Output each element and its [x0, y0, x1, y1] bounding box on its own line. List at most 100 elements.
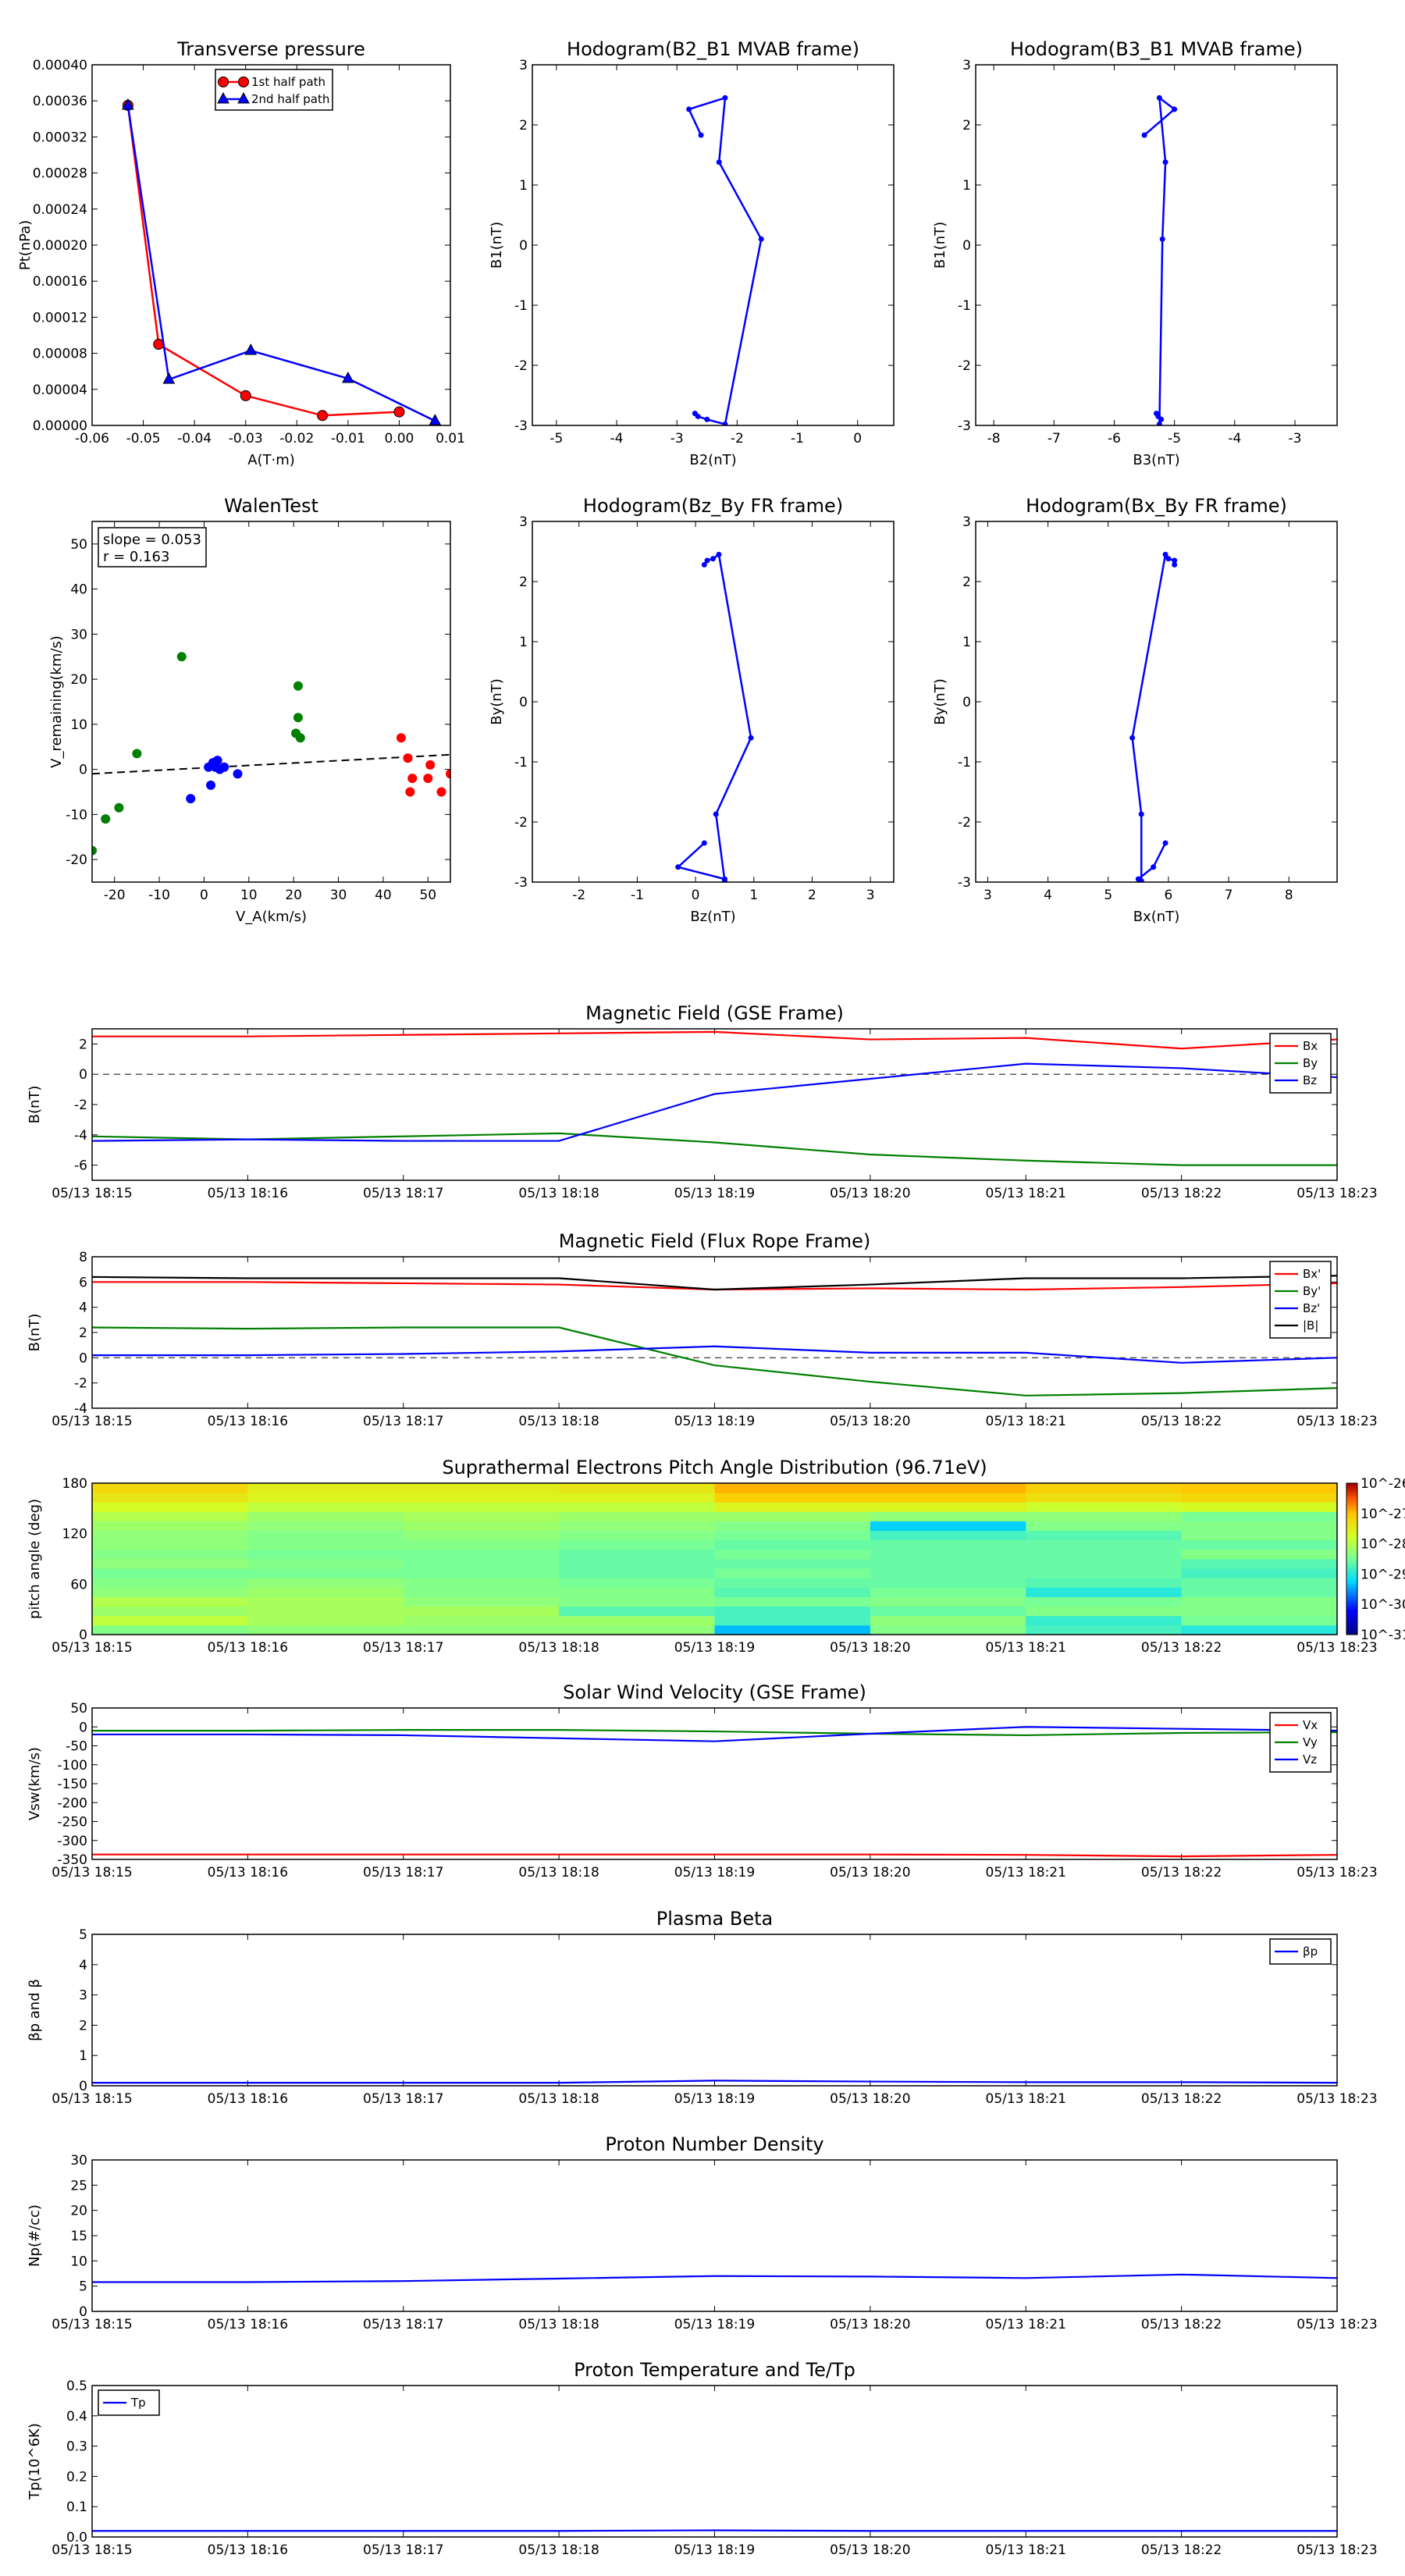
y-tick-label: 5: [79, 2279, 87, 2295]
y-tick-label: -20: [66, 852, 87, 868]
chart-beta: Plasma Beta 05/13 18:15 05/13 18:16 05/13 1…: [27, 1908, 1378, 2107]
time-tick-label: 05/13 18:15: [52, 1865, 132, 1880]
colorbar-segment: [1346, 1594, 1357, 1597]
x-tick-label: -7: [1048, 431, 1061, 447]
legend-label: By: [1303, 1056, 1318, 1070]
y-tick-label: -150: [57, 1777, 87, 1792]
time-tick-label: 05/13 18:21: [986, 2317, 1066, 2332]
time-tick-label: 05/13 18:20: [830, 2317, 910, 2332]
x-tick-label: 3: [866, 888, 875, 903]
data-point: [704, 557, 710, 564]
chart-title: Transverse pressure: [176, 38, 365, 60]
heatmap-cell: [714, 1606, 871, 1617]
time-tick-label: 05/13 18:19: [674, 1186, 755, 1201]
scatter-point: [293, 713, 303, 723]
data-point: [1138, 811, 1144, 817]
colorbar-segment: [1346, 1525, 1357, 1529]
x-tick-label: 3: [984, 888, 992, 903]
y-tick-label: 30: [70, 2153, 87, 2169]
heatmap-cell: [1181, 1568, 1338, 1578]
colorbar-segment: [1346, 1506, 1357, 1509]
heatmap-cell: [559, 1568, 715, 1578]
heatmap-cell: [714, 1624, 871, 1635]
chart-title: Solar Wind Velocity (GSE Frame): [563, 1681, 866, 1703]
colorbar-segment: [1346, 1631, 1357, 1635]
heatmap-cell: [559, 1530, 715, 1541]
y-tick-label: 1: [519, 635, 528, 650]
y-axis-label: By(nT): [489, 678, 505, 724]
time-tick-label: 05/13 18:18: [518, 2317, 599, 2332]
time-tick-label: 05/13 18:23: [1297, 1186, 1377, 1201]
heatmap-cell: [1026, 1539, 1183, 1550]
colorbar-segment: [1346, 1606, 1357, 1610]
data-point: [710, 556, 716, 562]
series-line: [1131, 552, 1176, 882]
time-tick-label: 05/13 18:19: [674, 2317, 755, 2332]
x-tick-label: -3: [670, 431, 684, 447]
y-tick-label: -4: [74, 1401, 87, 1417]
x-tick-label: -0.02: [279, 431, 314, 447]
series-line: [92, 1853, 1338, 1858]
y-axis-label: Vsw(km/s): [27, 1747, 43, 1820]
time-tick-label: 05/13 18:23: [1297, 1640, 1377, 1656]
y-tick-label: 0.00028: [33, 166, 87, 182]
x-tick-label: -5: [550, 431, 563, 447]
colorbar-segment: [1346, 1621, 1357, 1625]
y-tick-label: -100: [57, 1758, 87, 1774]
heatmap-cell: [1181, 1606, 1338, 1617]
plot-area: [686, 94, 764, 425]
y-tick-label: 0.00000: [33, 418, 87, 434]
y-tick-label: 0.0: [66, 2530, 87, 2546]
axes-frame: [91, 1482, 1338, 1635]
y-tick-label: 20: [70, 672, 87, 688]
heatmap-cell: [1181, 1559, 1338, 1569]
heatmap-cell: [559, 1615, 715, 1626]
x-tick-label: -0.03: [229, 431, 263, 447]
series-line: [92, 1281, 1338, 1291]
time-tick-label: 05/13 18:21: [986, 1186, 1066, 1201]
legend-box: [1269, 1261, 1332, 1339]
time-tick-label: 05/13 18:17: [363, 1640, 443, 1656]
chart-title: Hodogram(B3_B1 MVAB frame): [1010, 38, 1303, 60]
heatmap-cell: [1181, 1596, 1338, 1607]
data-point: [1135, 876, 1141, 882]
y-tick-label: 3: [79, 1988, 87, 2004]
y-tick-label: -2: [958, 358, 971, 374]
y-tick-label: 0: [79, 1628, 87, 1643]
heatmap-cell: [870, 1596, 1026, 1607]
series-line: [126, 105, 436, 422]
heatmap-cell: [714, 1521, 871, 1532]
legend-label: βp: [1303, 1944, 1318, 1959]
colorbar-segment: [1346, 1549, 1357, 1552]
chart-walen_test: WalenTest -20 -10 0 10 20 30 40 50 -20 -10 0 10 20 30 4…: [48, 495, 451, 925]
axes-frame: [532, 521, 895, 883]
colorbar-segment: [1346, 1582, 1357, 1585]
colorbar-segment: [1346, 1539, 1357, 1542]
y-tick-label: 0: [962, 695, 971, 710]
plot-area: [1129, 551, 1178, 882]
time-tick-label: 05/13 18:15: [52, 1186, 132, 1201]
y-tick-label: 0.00004: [33, 382, 87, 398]
chart-hodo_bz_by: Hodogram(Bz_By FR frame) -2 -1 0 1 2 3 -3 -2 -1 0 1…: [489, 495, 895, 925]
heatmap-cell: [247, 1578, 404, 1588]
data-point: [1162, 551, 1168, 557]
heatmap-cell: [92, 1539, 248, 1550]
legend-label: 1st half path: [251, 75, 325, 89]
y-tick-label: -2: [958, 815, 971, 831]
x-tick-label: -4: [610, 431, 624, 447]
y-tick-label: -2: [514, 815, 528, 831]
colorbar-segment: [1346, 1627, 1357, 1631]
time-tick-label: 05/13 18:17: [363, 2542, 443, 2558]
data-point: [1141, 132, 1147, 138]
y-axis-label: pitch angle (deg): [27, 1499, 43, 1619]
data-point: [317, 410, 329, 422]
chart-mag_fr: Magnetic Field (Flux Rope Frame) 05/13 18…: [27, 1230, 1378, 1429]
y-tick-label: -2: [74, 1376, 87, 1392]
data-point: [1172, 557, 1178, 564]
y-tick-label: -1: [958, 755, 971, 770]
heatmap-cell: [1026, 1615, 1183, 1626]
chart-hodo_b3_b1: Hodogram(B3_B1 MVAB frame) -8 -7 -6 -5 -4 -3 -3…: [932, 38, 1338, 468]
x-tick-label: 5: [1104, 888, 1112, 903]
colorbar-segment: [1346, 1617, 1357, 1621]
